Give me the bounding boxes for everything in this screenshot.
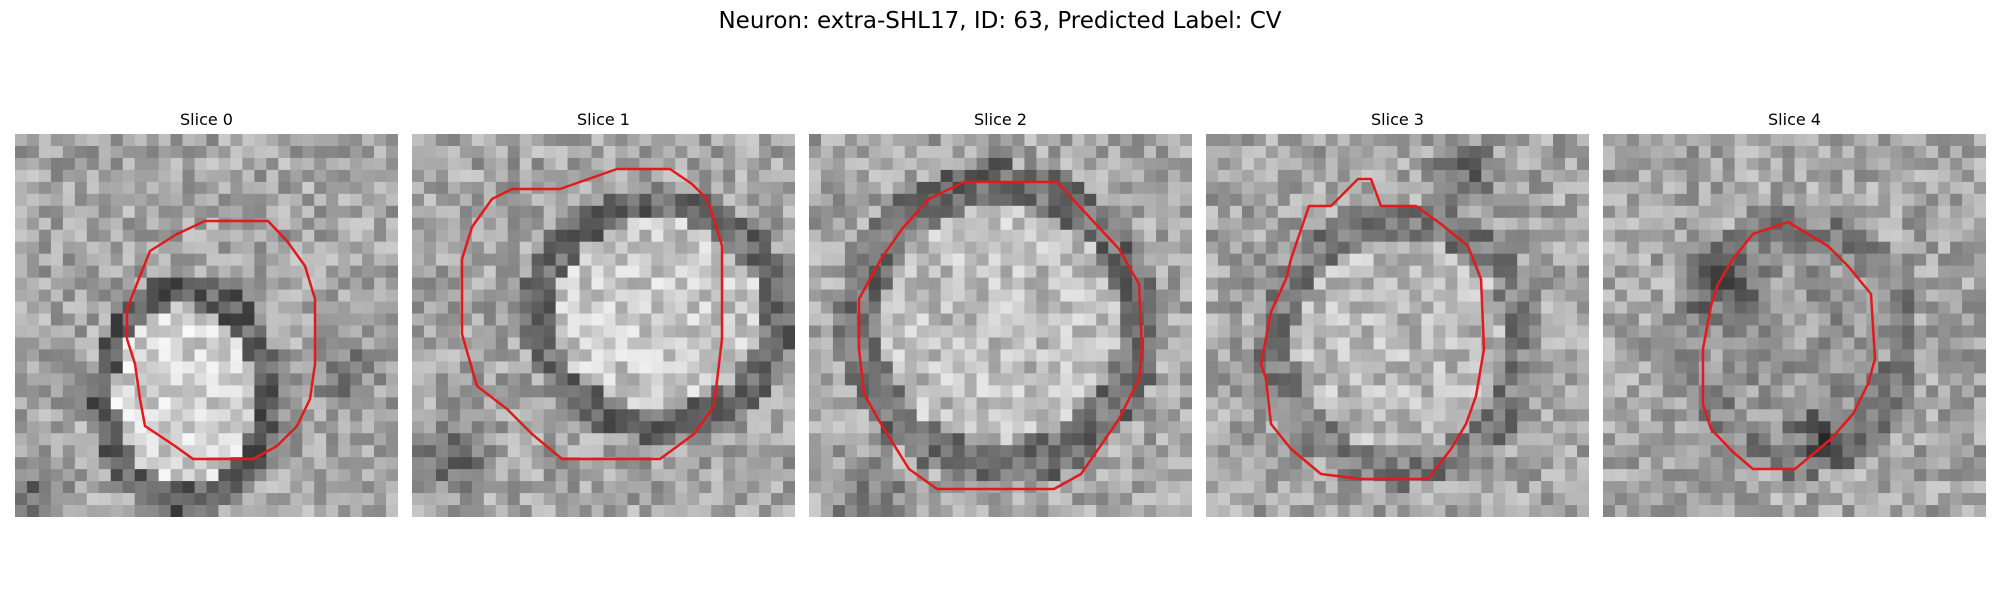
- neuron-outline: [1259, 177, 1486, 481]
- slice-panel-4: Slice 4: [1603, 110, 1986, 517]
- slice-image: [1206, 134, 1589, 517]
- slice-title: Slice 0: [180, 110, 233, 129]
- slice-title: Slice 1: [577, 110, 630, 129]
- neuron-outline: [1701, 220, 1877, 471]
- slice-image: [1603, 134, 1986, 517]
- slice-image: [15, 134, 398, 517]
- neuron-outline: [857, 180, 1144, 491]
- figure-title: Neuron: extra-SHL17, ID: 63, Predicted L…: [718, 8, 1282, 34]
- slice-image: [412, 134, 795, 517]
- neuron-outline: [125, 219, 317, 461]
- slice-panel-3: Slice 3: [1206, 110, 1589, 517]
- slice-panel-2: Slice 2: [809, 110, 1192, 517]
- slice-title: Slice 2: [974, 110, 1027, 129]
- slice-panel-1: Slice 1: [412, 110, 795, 517]
- neuron-outline: [460, 167, 724, 461]
- slice-image: [809, 134, 1192, 517]
- slice-title: Slice 4: [1768, 110, 1821, 129]
- slice-panel-0: Slice 0: [15, 110, 398, 517]
- slice-title: Slice 3: [1371, 110, 1424, 129]
